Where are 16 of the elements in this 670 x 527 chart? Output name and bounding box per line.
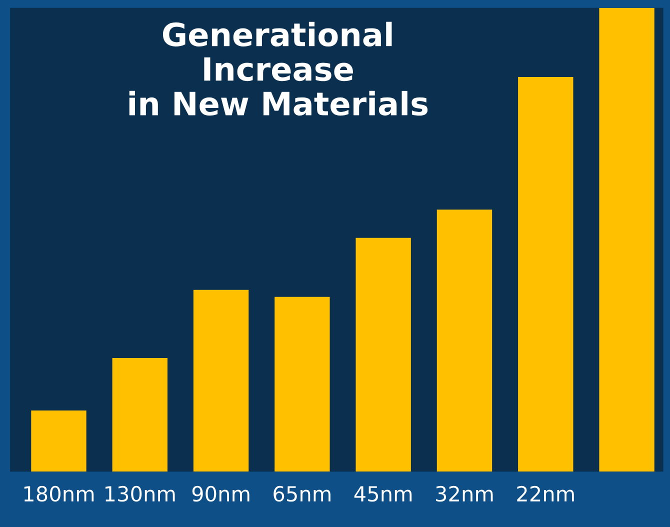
text: Generational Increase in New Materials bbox=[129, 22, 428, 116]
bar bbox=[31, 410, 86, 472]
x-tick-label: 130nm bbox=[106, 486, 175, 502]
x-tick-label: 32nm bbox=[436, 486, 493, 502]
x-tick-label: 65nm bbox=[274, 486, 330, 502]
bar bbox=[436, 210, 492, 472]
x-tick-label: 90nm bbox=[192, 486, 250, 502]
bar bbox=[356, 238, 411, 472]
x-tick-label: 45nm bbox=[354, 486, 412, 502]
x-tick-label: 180nm bbox=[24, 486, 94, 502]
bar bbox=[274, 296, 330, 472]
bar bbox=[518, 77, 574, 472]
bar bbox=[193, 290, 249, 472]
bar bbox=[112, 358, 168, 472]
x-tick-label: 22nm bbox=[517, 486, 574, 502]
bar bbox=[599, 8, 654, 472]
